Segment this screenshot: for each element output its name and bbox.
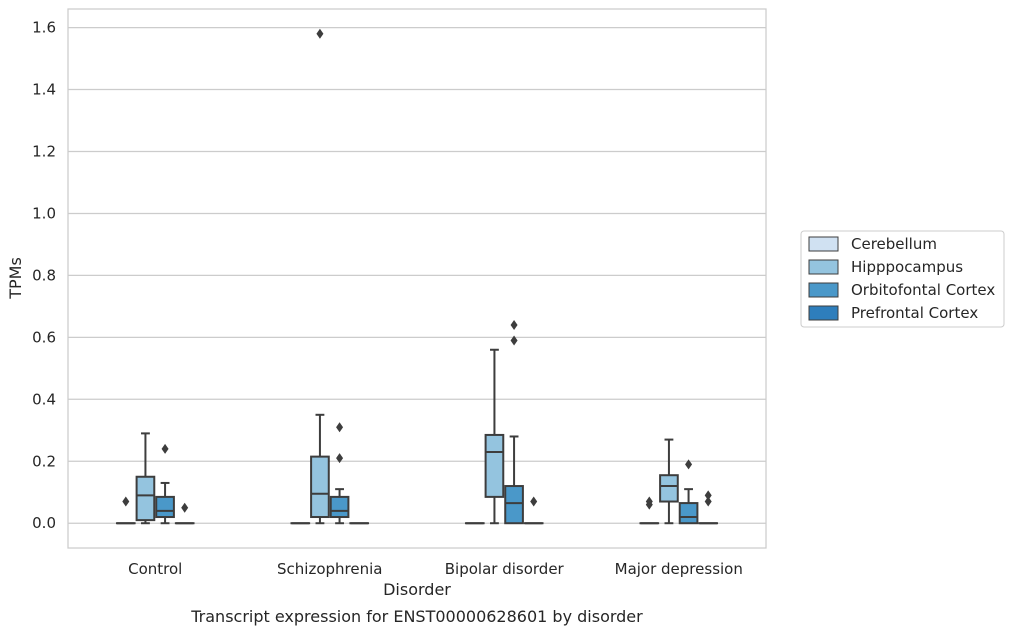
legend-frame	[800, 230, 1005, 328]
box	[135, 475, 156, 522]
x-tick-label: Bipolar disorder	[445, 560, 565, 578]
box	[659, 474, 679, 503]
legend-item: Cerebellum	[808, 235, 937, 253]
legend-label: Cerebellum	[851, 235, 937, 253]
legend-swatch	[808, 236, 839, 252]
legend-item: Prefrontal Cortex	[808, 304, 978, 322]
x-tick-label: Schizophrenia	[277, 560, 382, 578]
gridlines	[68, 26, 766, 524]
outlier-point	[336, 453, 344, 464]
outlier-point	[161, 443, 169, 454]
outlier-point	[510, 319, 518, 330]
outlier-point	[181, 502, 189, 513]
box-group	[484, 348, 505, 525]
box-group	[174, 502, 195, 525]
box	[484, 433, 505, 498]
x-axis-title: Disorder	[383, 580, 451, 599]
y-tick-label: 0.6	[32, 328, 56, 346]
outlier-point	[704, 490, 712, 501]
box-group	[135, 432, 156, 525]
legend-label: Hipppocampus	[851, 258, 963, 276]
box-group	[329, 422, 350, 525]
box-plot-area	[115, 28, 719, 525]
legend-item: Orbitofontal Cortex	[808, 281, 995, 299]
outlier-point	[122, 496, 130, 507]
legend-swatch	[808, 282, 839, 298]
box	[310, 455, 330, 519]
y-tick-label: 0.4	[32, 390, 56, 408]
box-group	[678, 459, 699, 525]
outlier-point	[530, 496, 538, 507]
legend-swatch	[808, 259, 839, 275]
box-group	[659, 438, 679, 525]
y-tick-label: 1.2	[32, 142, 56, 160]
legend-swatch	[808, 305, 839, 321]
x-tick-label: Major depression	[615, 560, 743, 578]
box-group	[115, 496, 136, 525]
box	[504, 485, 524, 525]
chart-caption: Transcript expression for ENST0000062860…	[190, 607, 643, 626]
box-group	[155, 443, 175, 525]
x-tick-label: Control	[128, 560, 182, 578]
y-tick-label: 1.4	[32, 81, 56, 99]
box	[678, 502, 699, 525]
legend-item: Hipppocampus	[808, 258, 963, 276]
box	[329, 495, 350, 519]
outlier-point	[645, 496, 653, 507]
box-group	[698, 490, 719, 525]
box-group	[523, 496, 544, 525]
y-axis-ticks: 0.0 0.2 0.4 0.6 0.8 1.0 1.2 1.4 1.6	[32, 19, 56, 533]
y-axis-title: TPMs	[6, 257, 25, 300]
outlier-point	[685, 459, 693, 470]
legend-label: Prefrontal Cortex	[851, 304, 978, 322]
box	[155, 495, 175, 519]
box-group	[639, 496, 660, 525]
outlier-point	[704, 496, 712, 507]
legend: Cerebellum Hipppocampus Orbitofontal Corte…	[800, 230, 1005, 328]
y-tick-label: 1.6	[32, 19, 56, 37]
box-group	[504, 319, 524, 525]
y-tick-label: 0.2	[32, 452, 56, 470]
outlier-point	[510, 335, 518, 346]
outlier-point	[336, 422, 344, 433]
x-axis-ticks: Control Schizophrenia Bipolar disorder Majo…	[128, 560, 743, 578]
plot-frame	[67, 8, 767, 549]
y-tick-label: 1.0	[32, 204, 56, 222]
box-group	[310, 28, 330, 525]
outlier-point	[316, 28, 324, 39]
y-tick-label: 0.0	[32, 514, 56, 532]
y-tick-label: 0.8	[32, 266, 56, 284]
legend-label: Orbitofontal Cortex	[851, 281, 995, 299]
